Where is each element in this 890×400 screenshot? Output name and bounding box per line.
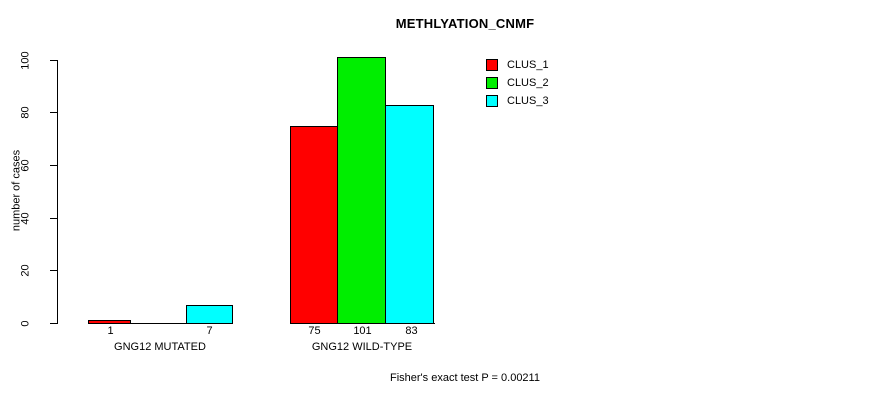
legend-label-clus-2: CLUS_2	[507, 76, 549, 89]
chart-title: METHLYATION_CNMF	[395, 16, 535, 31]
bar-wildtype-clus-1[interactable]	[290, 126, 338, 324]
legend-label-clus-3: CLUS_3	[507, 94, 549, 107]
bar-value-label-mutated-clus-1: 1	[107, 325, 114, 337]
y-tick-60	[50, 165, 57, 166]
y-tick-20	[50, 270, 57, 271]
bar-value-label-wildtype-clus-3: 83	[405, 325, 418, 337]
y-tick-40	[50, 218, 57, 219]
legend-swatch-icon-clus-2	[486, 77, 498, 89]
y-tick-0	[50, 323, 57, 324]
bar-value-label-wildtype-clus-2: 101	[353, 325, 372, 337]
y-axis-line	[57, 60, 58, 324]
bar-mutated-clus-1[interactable]	[88, 320, 131, 324]
bar-mutated-clus-3[interactable]	[186, 305, 233, 324]
y-tick-100	[50, 60, 57, 61]
bar-value-label-mutated-clus-3: 7	[206, 325, 213, 337]
legend-label-clus-1: CLUS_1	[507, 58, 549, 71]
legend-item-clus-3[interactable]: CLUS_3	[486, 92, 549, 110]
bar-value-label-wildtype-clus-1: 75	[308, 325, 321, 337]
group-label-wildtype: GNG12 WILD-TYPE	[311, 341, 413, 353]
legend-item-clus-1[interactable]: CLUS_1	[486, 56, 549, 74]
y-tick-80	[50, 112, 57, 113]
group-baseline-mutated	[88, 323, 233, 324]
legend-swatch-icon-clus-1	[486, 59, 498, 71]
bar-wildtype-clus-3[interactable]	[385, 105, 434, 324]
legend-swatch-icon-clus-3	[486, 95, 498, 107]
statistical-test-annotation: Fisher's exact test P = 0.00211	[390, 372, 540, 384]
legend: CLUS_1 CLUS_2 CLUS_3	[486, 56, 549, 110]
bar-wildtype-clus-2[interactable]	[337, 57, 386, 324]
group-label-mutated: GNG12 MUTATED	[114, 341, 206, 353]
legend-item-clus-2[interactable]: CLUS_2	[486, 74, 549, 92]
